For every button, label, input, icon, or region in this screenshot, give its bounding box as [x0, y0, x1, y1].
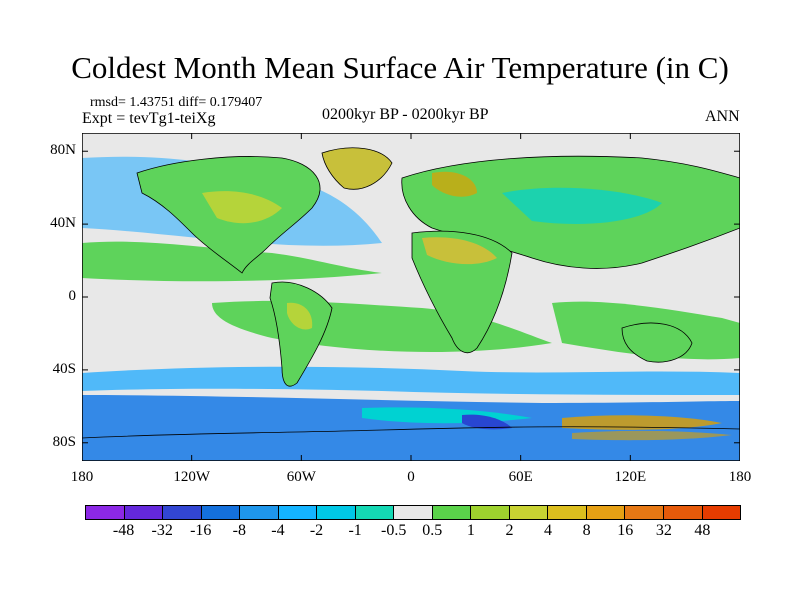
colorbar-label: -0.5	[381, 522, 407, 539]
colorbar-label: -48	[112, 522, 135, 539]
land-masses	[82, 147, 740, 439]
x-tick-label: 180	[728, 469, 752, 485]
colorbar-label: 4	[544, 522, 553, 539]
colorbar-swatch	[470, 505, 509, 520]
colorbar-swatch	[624, 505, 663, 520]
colorbar-swatch	[85, 505, 124, 520]
y-tick-label: 0	[68, 288, 77, 304]
colorbar-label: -16	[190, 522, 212, 539]
x-tick-label: 0	[407, 469, 415, 485]
temperature-map	[82, 133, 740, 461]
y-tick-label: 80N	[50, 142, 76, 159]
stats-label: rmsd= 1.43751 diff= 0.179407	[90, 95, 263, 110]
season-label: ANN	[705, 108, 740, 125]
colorbar-swatch	[393, 505, 432, 520]
colorbar-label: 1	[466, 522, 475, 539]
colorbar-label: 2	[505, 522, 514, 539]
colorbar-label: 48	[694, 522, 711, 539]
colorbar-swatch	[162, 505, 201, 520]
axis-ticks	[82, 133, 740, 461]
colorbar-swatch	[200, 505, 240, 520]
y-tick-label: 40N	[50, 215, 76, 232]
colorbar-label: -2	[309, 522, 324, 539]
colorbar-swatch	[701, 505, 742, 520]
colorbar-label: -1	[348, 522, 362, 539]
y-tick-label: 80S	[52, 433, 76, 450]
x-tick-label: 180	[70, 469, 94, 485]
colorbar-swatch	[239, 505, 278, 520]
colorbar-swatch	[547, 505, 586, 520]
plot-title: Coldest Month Mean Surface Air Temperatu…	[71, 50, 729, 85]
colorbar	[85, 505, 742, 520]
colorbar-swatch	[662, 505, 702, 520]
colorbar-swatch	[277, 505, 317, 520]
x-tick-label: 60W	[286, 469, 316, 485]
period-label: 0200kyr BP - 0200kyr BP	[322, 106, 489, 123]
colorbar-label: 0.5	[422, 522, 443, 539]
colorbar-swatch	[585, 505, 625, 520]
colorbar-swatch	[316, 505, 355, 520]
colorbar-label: 8	[582, 522, 591, 539]
y-tick-label: 40S	[52, 360, 76, 377]
x-tick-label: 60E	[508, 469, 533, 485]
colorbar-label: 16	[617, 522, 634, 539]
colorbar-swatch	[508, 505, 548, 520]
experiment-label: Expt = tevTg1-teiXg	[82, 110, 216, 127]
colorbar-label: -8	[232, 522, 247, 539]
colorbar-label: -4	[271, 522, 285, 539]
x-tick-label: 120E	[614, 469, 647, 485]
colorbar-label: -32	[151, 522, 173, 539]
colorbar-swatch	[123, 505, 163, 520]
colorbar-swatch	[354, 505, 394, 520]
map-panel	[82, 133, 740, 461]
colorbar-swatch	[431, 505, 471, 520]
colorbar-label: 32	[655, 522, 672, 539]
x-tick-label: 120W	[173, 469, 210, 485]
